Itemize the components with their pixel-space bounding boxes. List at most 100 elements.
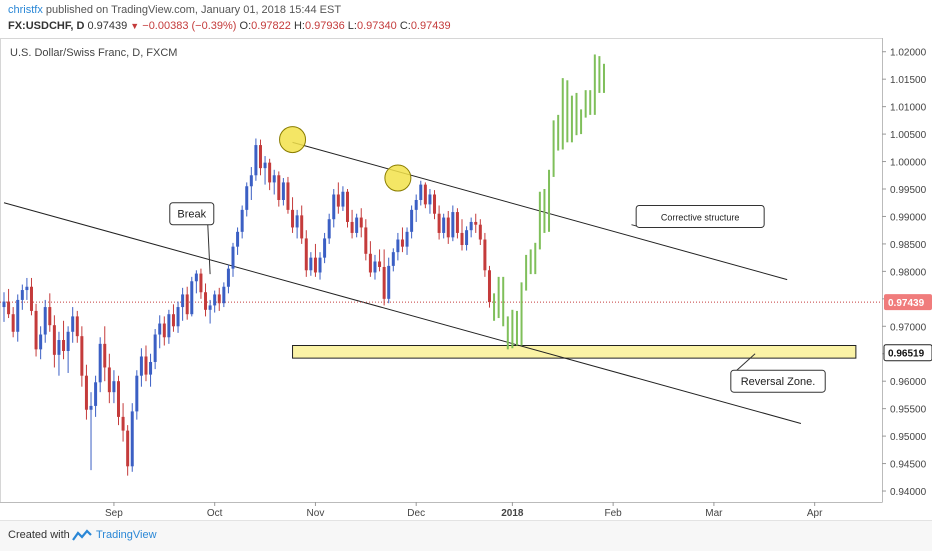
candle-body xyxy=(167,314,171,338)
price-chart[interactable]: U.S. Dollar/Swiss Franc, D, FXCM 1.02000 1… xyxy=(0,38,932,520)
price-tick-label: 0.94500 xyxy=(890,460,927,471)
candle-body xyxy=(286,182,290,210)
candle-body xyxy=(11,314,15,332)
candle-body xyxy=(80,336,84,376)
ohlc-readout: FX:USDCHF, D 0.97439 ▼ −0.00383 (−0.39%)… xyxy=(8,20,451,32)
highlight-circle-marker xyxy=(279,126,307,154)
close-label: C: xyxy=(399,20,411,32)
author-link[interactable]: christfx xyxy=(8,4,43,16)
candle-body xyxy=(117,381,120,417)
candle-body xyxy=(144,356,148,375)
candle-body xyxy=(341,191,345,207)
time-tick-label: Nov xyxy=(307,508,325,519)
candle-body xyxy=(382,266,386,299)
candle-body xyxy=(43,307,47,335)
price-change: −0.00383 (−0.39%) xyxy=(142,20,237,32)
candle-body xyxy=(94,382,98,406)
price-tick-label: 0.95000 xyxy=(890,432,927,443)
candle-body xyxy=(281,182,285,200)
candle-body xyxy=(34,310,38,350)
tradingview-logo-icon xyxy=(72,529,92,541)
candle-body xyxy=(29,286,33,311)
candle-body xyxy=(300,215,304,239)
candle-body xyxy=(291,209,295,228)
price-tick-label: 1.00000 xyxy=(890,158,927,169)
candle-body xyxy=(433,194,437,214)
candle-body xyxy=(231,246,235,269)
candle-body xyxy=(327,219,331,239)
price-tick-label: 0.99000 xyxy=(890,212,927,223)
footer: Created with TradingView xyxy=(0,520,932,551)
candle-body xyxy=(84,375,88,410)
zone-price-tag: 0.96519 xyxy=(888,349,925,360)
price-tick-label: 0.98500 xyxy=(890,240,927,251)
candle-body xyxy=(190,281,194,315)
candle-body xyxy=(346,191,349,222)
high-label: H: xyxy=(293,20,305,32)
callout-label: Reversal Zone. xyxy=(741,376,816,388)
chart-area[interactable]: U.S. Dollar/Swiss Franc, D, FXCM 1.02000 1… xyxy=(0,38,932,520)
candle-body xyxy=(57,340,61,355)
time-tick-label: 2018 xyxy=(501,508,524,519)
price-tick-label: 0.96000 xyxy=(890,377,927,388)
candle-body xyxy=(66,331,70,351)
highlight-circle-marker xyxy=(384,164,412,192)
candle-body xyxy=(387,265,391,299)
candle-body xyxy=(194,273,198,282)
candle-body xyxy=(176,307,180,327)
candle-body xyxy=(332,194,336,220)
candle-body xyxy=(428,194,432,205)
candle-body xyxy=(487,270,491,303)
candle-body xyxy=(240,209,244,232)
candle-body xyxy=(313,257,317,273)
candle-body xyxy=(295,215,299,228)
chart-title: U.S. Dollar/Swiss Franc, D, FXCM xyxy=(10,47,177,59)
high-value: 0.97936 xyxy=(304,20,345,32)
candle-body xyxy=(364,227,368,254)
candle-body xyxy=(378,261,382,267)
candle-body xyxy=(373,261,377,273)
candle-body xyxy=(268,162,272,183)
callout-box xyxy=(730,369,826,393)
candle-body xyxy=(318,257,322,273)
callout-pointer xyxy=(207,224,211,275)
candle-body xyxy=(272,175,276,183)
candle-body xyxy=(16,299,20,332)
candle-body xyxy=(309,257,313,271)
publish-info: christfx published on TradingView.com, J… xyxy=(8,4,341,16)
tradingview-brand-link[interactable]: TradingView xyxy=(96,529,157,541)
time-tick-label: Feb xyxy=(605,508,623,519)
callout-box xyxy=(635,204,765,228)
candle-body xyxy=(263,162,267,169)
callout-label: Corrective structure xyxy=(661,212,740,222)
candle-body xyxy=(222,286,226,304)
low-value: 0.97340 xyxy=(356,20,397,32)
candle-body xyxy=(368,253,372,273)
time-tick-label: Sep xyxy=(105,508,123,519)
price-tick-label: 0.94000 xyxy=(890,487,927,498)
candle-body xyxy=(213,294,217,306)
candle-body xyxy=(2,301,6,308)
callout-pointer xyxy=(736,353,756,371)
candle-body xyxy=(158,323,162,335)
last-price-tag-bg xyxy=(884,294,932,311)
candle-body xyxy=(126,430,130,467)
candle-body xyxy=(391,252,395,266)
candle-body xyxy=(396,239,400,253)
candle-body xyxy=(149,361,153,375)
callout-label: Break xyxy=(177,209,206,221)
time-tick-label: Oct xyxy=(207,508,223,519)
low-label: L: xyxy=(347,20,357,32)
candle-body xyxy=(258,145,262,169)
open-value: 0.97822 xyxy=(251,20,291,32)
candle-body xyxy=(414,199,418,210)
candle-body xyxy=(112,381,116,393)
candle-body xyxy=(423,184,427,205)
candle-body xyxy=(437,213,441,233)
candle-body xyxy=(478,224,482,240)
price-tick-label: 0.98000 xyxy=(890,267,927,278)
candle-body xyxy=(249,175,253,187)
time-tick-label: Dec xyxy=(407,508,425,519)
price-tick-label: 1.02000 xyxy=(890,48,927,59)
price-tick-label: 1.01000 xyxy=(890,103,927,114)
